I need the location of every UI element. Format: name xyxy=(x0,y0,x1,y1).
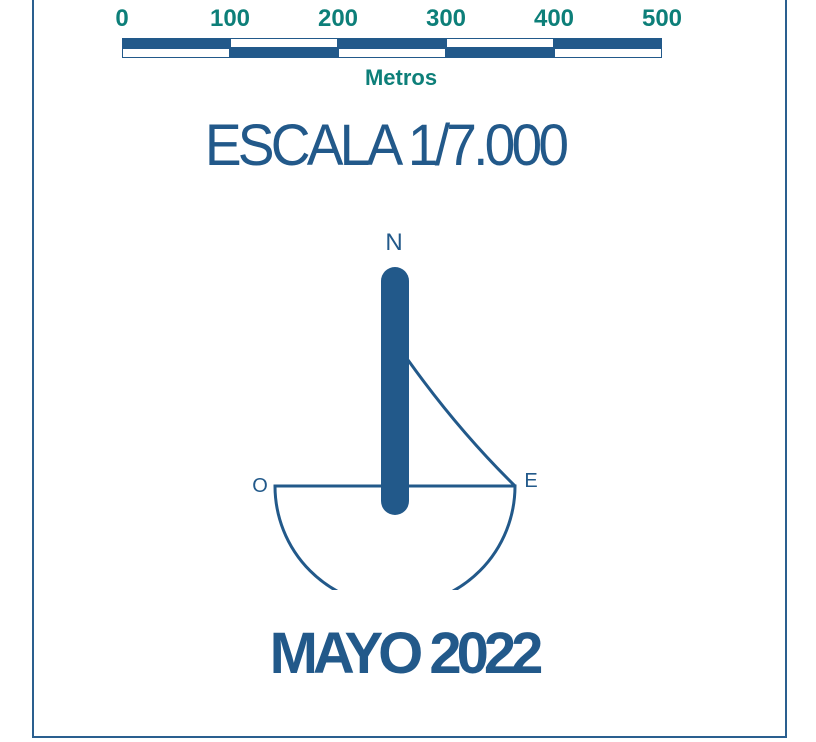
compass-east-label: E xyxy=(524,470,537,492)
scale-tick-200: 200 xyxy=(317,5,359,32)
scale-tick-labels: 0 100 200 300 400 500 xyxy=(0,0,816,40)
scale-segment-bottom-3 xyxy=(338,48,446,58)
scale-bar xyxy=(122,38,662,58)
scale-segment-bottom-5 xyxy=(554,48,662,58)
scale-segment-top-2 xyxy=(230,38,338,48)
scale-segment-bottom-4 xyxy=(446,48,554,58)
scale-tick-500: 500 xyxy=(641,5,683,32)
compass-north-label: N xyxy=(385,229,402,256)
panel-border xyxy=(32,0,787,738)
compass-south-arc xyxy=(273,484,517,590)
compass-west-label: O xyxy=(252,475,268,497)
date-label: MAYO 2022 xyxy=(269,621,544,686)
scale-segment-top-4 xyxy=(446,38,554,48)
compass-east-curve xyxy=(406,359,517,488)
scale-ratio-title: ESCALA 1/7.000 xyxy=(204,113,569,178)
scale-tick-400: 400 xyxy=(533,5,575,32)
scale-segment-bottom-2 xyxy=(230,48,338,58)
scale-tick-100: 100 xyxy=(209,5,251,32)
north-arrow-compass: N O E xyxy=(252,229,538,590)
scale-tick-0: 0 xyxy=(115,5,129,32)
scale-segment-top-1 xyxy=(122,38,230,48)
scale-segment-bottom-1 xyxy=(122,48,230,58)
scale-segment-top-5 xyxy=(554,38,662,48)
scale-unit-label: Metros xyxy=(364,65,438,90)
scale-tick-300: 300 xyxy=(425,5,467,32)
scale-segment-top-3 xyxy=(338,38,446,48)
